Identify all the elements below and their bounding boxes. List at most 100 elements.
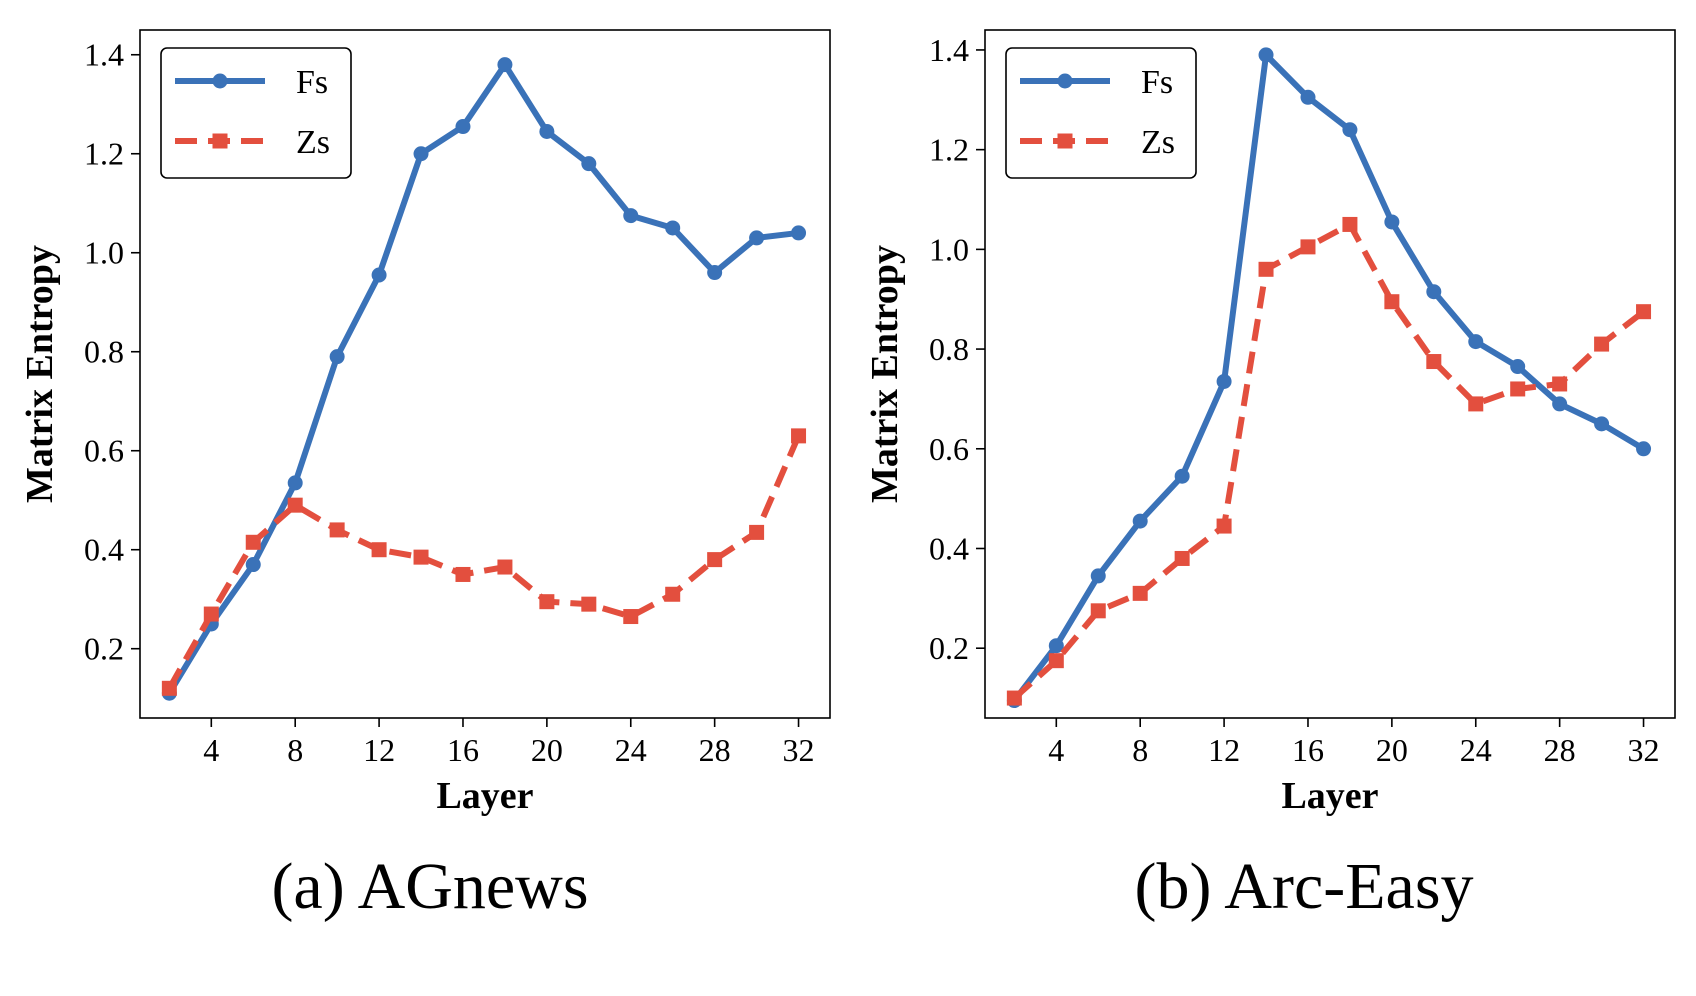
y-tick-label: 0.6 — [84, 433, 124, 469]
data-point-fs — [413, 146, 429, 162]
y-tick-label: 1.2 — [84, 136, 124, 172]
data-point-zs — [1216, 518, 1232, 534]
legend-label-fs: Fs — [1141, 64, 1173, 101]
data-point-zs — [1300, 239, 1316, 255]
y-tick-label: 0.4 — [84, 532, 124, 568]
data-point-zs — [1258, 261, 1274, 277]
data-point-fs — [329, 349, 345, 365]
data-point-zs — [1510, 381, 1526, 397]
legend: Fs Zs — [1005, 47, 1197, 179]
data-point-zs — [245, 534, 261, 550]
data-point-fs — [623, 208, 639, 224]
y-axis-title: Matrix Entropy — [19, 245, 61, 503]
series-line-zs — [166, 434, 802, 690]
x-tick-label: 20 — [531, 732, 563, 768]
legend-label-zs: Zs — [296, 124, 330, 161]
y-tick-label: 0.6 — [929, 431, 969, 467]
y-tick-label: 1.4 — [929, 32, 969, 68]
series-line-zs — [1012, 221, 1646, 701]
data-point-zs — [413, 549, 429, 565]
data-point-fs — [1594, 416, 1610, 432]
legend: Fs Zs — [160, 47, 352, 179]
data-point-fs — [1216, 373, 1232, 389]
data-point-fs — [245, 557, 261, 573]
x-axis: 4 8 12 16 20 24 28 32 — [1048, 718, 1660, 768]
legend-marker-fs — [1057, 73, 1073, 89]
x-tick-label: 12 — [363, 732, 395, 768]
chart-panel-agnews: 4 8 12 16 20 24 28 32 0.2 0.4 0.6 0.8 1.0 1.2 1.4 Lay… — [19, 29, 831, 923]
caption-agnews: (a) AGnews — [271, 850, 588, 923]
data-point-zs — [1384, 294, 1400, 310]
data-point-zs — [1342, 216, 1358, 232]
x-tick-label: 20 — [1376, 732, 1408, 768]
y-tick-label: 1.0 — [84, 235, 124, 271]
data-point-fs — [1426, 284, 1442, 300]
x-tick-label: 32 — [1628, 732, 1660, 768]
data-point-zs — [665, 586, 681, 602]
data-point-zs — [203, 606, 219, 622]
data-point-fs — [665, 220, 681, 236]
data-point-fs — [1636, 441, 1652, 457]
plot-frame — [139, 29, 831, 719]
data-point-zs — [1594, 336, 1610, 352]
series-line-fs — [1011, 51, 1646, 703]
data-point-fs — [1300, 89, 1316, 105]
x-axis-title: Layer — [436, 775, 533, 817]
data-point-fs — [1342, 122, 1358, 138]
data-point-zs — [539, 594, 555, 610]
y-tick-label: 0.8 — [929, 331, 969, 367]
data-point-zs — [1132, 585, 1148, 601]
data-point-zs — [1006, 690, 1022, 706]
data-point-zs — [581, 596, 597, 612]
data-point-fs — [1132, 513, 1148, 529]
data-point-fs — [371, 267, 387, 283]
x-tick-label: 16 — [1292, 732, 1324, 768]
data-point-fs — [539, 123, 555, 139]
legend-label-fs: Fs — [296, 64, 328, 101]
x-axis-title: Layer — [1281, 775, 1378, 817]
data-point-fs — [1552, 396, 1568, 412]
data-point-zs — [329, 522, 345, 538]
data-point-fs — [287, 475, 303, 491]
data-point-zs — [791, 428, 807, 444]
data-point-fs — [1468, 334, 1484, 350]
y-axis: 0.2 0.4 0.6 0.8 1.0 1.2 1.4 — [929, 32, 985, 666]
x-tick-label: 8 — [287, 732, 303, 768]
x-tick-label: 28 — [699, 732, 731, 768]
y-tick-label: 0.8 — [84, 334, 124, 370]
legend-label-zs: Zs — [1141, 124, 1175, 161]
y-tick-label: 1.2 — [929, 132, 969, 168]
data-point-fs — [1258, 47, 1274, 63]
x-tick-label: 32 — [783, 732, 815, 768]
data-point-zs — [287, 497, 303, 513]
data-point-zs — [161, 680, 177, 696]
data-point-zs — [371, 542, 387, 558]
data-point-fs — [1090, 568, 1106, 584]
data-point-zs — [1048, 653, 1064, 669]
x-tick-label: 4 — [203, 732, 219, 768]
data-point-fs — [1174, 468, 1190, 484]
x-axis: 4 8 12 16 20 24 28 32 — [203, 718, 815, 768]
chart-panel-arc-easy: 4 8 12 16 20 24 28 32 0.2 0.4 0.6 0.8 1.0 1.2 1.4 Lay… — [864, 29, 1676, 923]
x-tick-label: 16 — [447, 732, 479, 768]
data-point-zs — [623, 609, 639, 625]
legend-marker-fs — [212, 73, 228, 89]
y-axis-title: Matrix Entropy — [864, 245, 906, 503]
legend-marker-zs — [212, 133, 228, 149]
data-point-zs — [749, 524, 765, 540]
y-tick-label: 1.4 — [84, 37, 124, 73]
data-point-zs — [707, 552, 723, 568]
data-point-fs — [791, 225, 807, 241]
data-point-fs — [455, 119, 471, 135]
y-tick-label: 1.0 — [929, 231, 969, 267]
x-tick-label: 24 — [615, 732, 647, 768]
y-axis: 0.2 0.4 0.6 0.8 1.0 1.2 1.4 — [84, 37, 140, 667]
data-point-fs — [749, 230, 765, 246]
legend-marker-zs — [1057, 133, 1073, 149]
data-point-fs — [581, 156, 597, 172]
plot-frame — [984, 29, 1676, 719]
y-tick-label: 0.2 — [929, 630, 969, 666]
data-point-fs — [1510, 359, 1526, 375]
x-tick-label: 24 — [1460, 732, 1492, 768]
y-tick-label: 0.2 — [84, 631, 124, 667]
